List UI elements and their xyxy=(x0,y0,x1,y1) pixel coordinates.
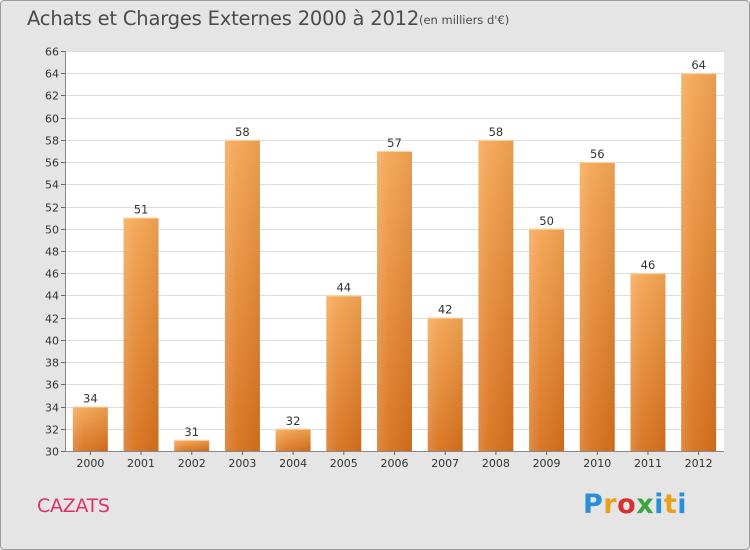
y-tick-label: 38 xyxy=(45,357,59,370)
y-tick-label: 34 xyxy=(45,402,59,415)
x-tick-label: 2012 xyxy=(685,457,713,470)
bar-value-label: 42 xyxy=(438,303,453,317)
chart-subtitle: (en milliers d'€) xyxy=(419,13,510,27)
bar-shading xyxy=(681,73,717,451)
bar-value-label: 64 xyxy=(691,58,706,72)
x-tick-label: 2001 xyxy=(127,457,155,470)
bar-value-label: 58 xyxy=(235,125,250,139)
x-tick-label: 2004 xyxy=(279,457,307,470)
y-tick-label: 62 xyxy=(45,90,59,103)
bar-value-label: 46 xyxy=(641,258,656,272)
y-tick-label: 64 xyxy=(45,68,59,81)
bar-shading xyxy=(529,228,565,451)
y-tick-label: 60 xyxy=(45,113,59,126)
y-tick-label: 36 xyxy=(45,379,59,392)
y-tick-label: 66 xyxy=(45,46,59,59)
bar-shading xyxy=(427,317,463,451)
bar-value-label: 51 xyxy=(134,203,149,217)
y-tick-label: 44 xyxy=(45,290,59,303)
bar-shading xyxy=(377,151,412,451)
bar-shading xyxy=(579,162,615,451)
y-tick-label: 48 xyxy=(45,246,59,259)
brand-letter: t xyxy=(663,489,678,520)
bar-value-label: 57 xyxy=(387,136,402,150)
bar-value-label: 56 xyxy=(590,147,605,161)
bar-shading xyxy=(630,273,666,451)
x-tick-label: 2006 xyxy=(381,457,409,470)
y-tick-label: 30 xyxy=(45,446,59,459)
x-tick-label: 2010 xyxy=(583,457,611,470)
bar-value-label: 58 xyxy=(489,125,504,139)
x-tick-label: 2002 xyxy=(178,457,206,470)
y-tick-label: 32 xyxy=(45,424,59,437)
brand-letter: x xyxy=(636,489,655,520)
y-tick-label: 50 xyxy=(45,224,59,237)
bar-value-label: 32 xyxy=(286,414,301,428)
bar-shading xyxy=(123,217,159,451)
plot-area: 30 32 34 36 38 40 42 44 46 48 50 52 54 56 58 60 62 64 66 34… xyxy=(45,46,724,470)
y-tick-label: 40 xyxy=(45,335,59,348)
x-tick-label: 2000 xyxy=(76,457,104,470)
brand-letter: i xyxy=(677,489,688,520)
brand-letter: i xyxy=(654,489,664,520)
y-tick-label: 54 xyxy=(45,179,59,192)
bar-value-label: 50 xyxy=(539,214,554,228)
x-tick-label: 2009 xyxy=(533,457,561,470)
y-tick-label: 52 xyxy=(45,202,59,215)
bar-value-label: 31 xyxy=(184,425,199,439)
brand-letter: r xyxy=(603,489,618,520)
y-tick-label: 46 xyxy=(45,268,59,281)
y-tick-label: 56 xyxy=(45,157,59,170)
bar-shading xyxy=(72,406,108,451)
bar-shading xyxy=(224,139,260,451)
bar-shading xyxy=(478,139,514,451)
x-tick-label: 2007 xyxy=(431,457,459,470)
x-tick-label: 2008 xyxy=(482,457,510,470)
x-tick-label: 2011 xyxy=(634,457,662,470)
bar-value-label: 44 xyxy=(336,280,351,294)
bar-shading xyxy=(174,439,210,451)
chart-title: Achats et Charges Externes 2000 à 2012 xyxy=(27,7,420,30)
brand-logo: Proxiti xyxy=(583,489,687,520)
x-tick-label: 2003 xyxy=(228,457,256,470)
brand-letter: o xyxy=(617,489,637,520)
bar-value-label: 34 xyxy=(83,392,98,406)
y-tick-label: 42 xyxy=(45,313,59,326)
commune-name: CAZATS xyxy=(37,495,110,517)
brand-letter: P xyxy=(583,489,604,520)
bar-shading xyxy=(326,295,362,451)
bar-shading xyxy=(275,428,311,451)
x-tick-label: 2005 xyxy=(330,457,358,470)
y-tick-label: 58 xyxy=(45,135,59,148)
